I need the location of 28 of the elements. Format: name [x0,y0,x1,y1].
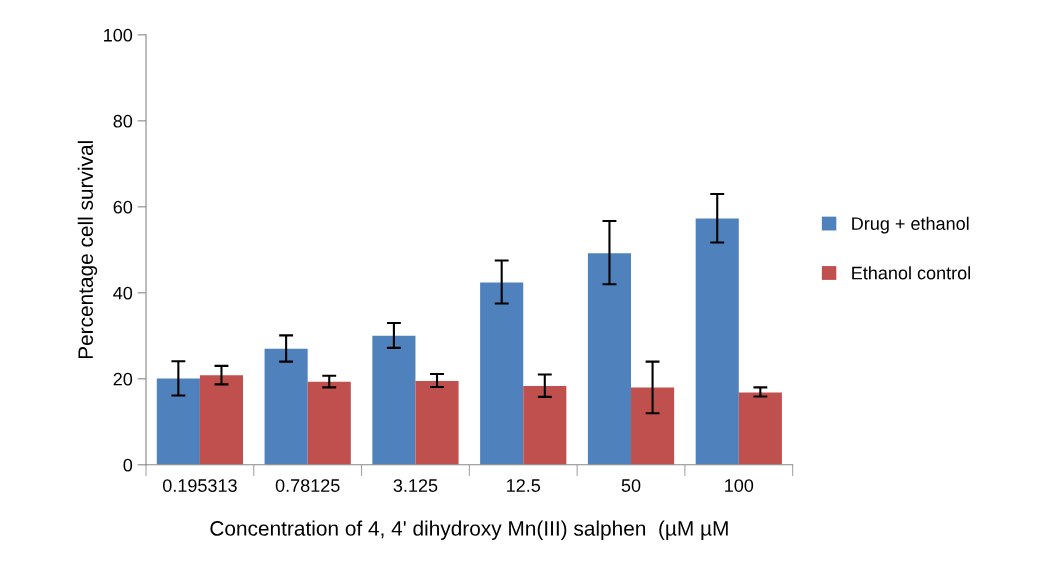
legend-label: Ethanol control [852,266,970,280]
bar [695,218,739,465]
x-tick-label: 0.195313 [162,479,237,492]
x-tick-label: 3.125 [393,479,438,492]
y-tick-label: 0 [123,458,133,472]
y-tick-label: 60 [113,200,133,214]
y-axis-title: Percentage cell survival [77,141,98,359]
y-tick-label: 80 [113,114,133,128]
x-axis-title: Concentration of 4, 4' dihydroxy Mn(III) salphen (µM µM [210,520,728,540]
x-tick-label: 12.5 [507,479,541,492]
legend-label: Drug + ethanol [852,216,969,234]
bar [156,378,200,465]
bar [415,380,459,465]
y-tick-label: 40 [113,286,133,300]
x-tick-label: 0.78125 [275,479,340,492]
bar [199,375,244,465]
bar [587,253,632,465]
y-tick-label: 20 [113,372,133,386]
bar [631,387,675,465]
bar [523,386,567,465]
bar [307,381,351,465]
bar [738,392,782,465]
x-tick-label: 100 [725,479,754,492]
x-tick-label: 50 [621,479,641,492]
bar [480,282,524,465]
bar [264,348,308,465]
y-tick-label: 100 [104,28,133,42]
bar [372,335,416,465]
